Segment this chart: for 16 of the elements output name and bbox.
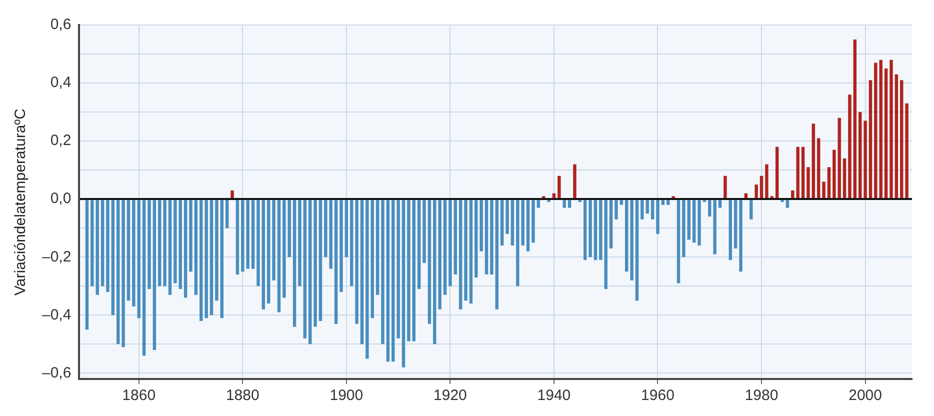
y-tick-label: 0,0: [50, 190, 72, 208]
y-tick-label: 0,2: [50, 132, 72, 150]
x-tick-label: 1860: [122, 387, 156, 404]
x-tick-label: 1920: [434, 387, 467, 404]
y-tick-label: –0,2: [42, 248, 72, 266]
x-tick-label: 2000: [848, 387, 882, 404]
x-tick-label: 1900: [330, 387, 364, 404]
y-tick-label: 0,6: [50, 16, 72, 34]
y-axis-title: VariacióndelatemperaturaºC: [12, 108, 30, 296]
x-tick-label: 1980: [744, 387, 778, 404]
y-tick-label: –0,4: [42, 306, 72, 324]
x-tick-label: 1940: [537, 387, 571, 404]
x-tick-label: 1880: [226, 387, 260, 404]
y-tick-label: –0,6: [42, 364, 72, 382]
y-tick-label: 0,4: [50, 74, 72, 92]
x-tick-label: 1960: [641, 387, 674, 404]
